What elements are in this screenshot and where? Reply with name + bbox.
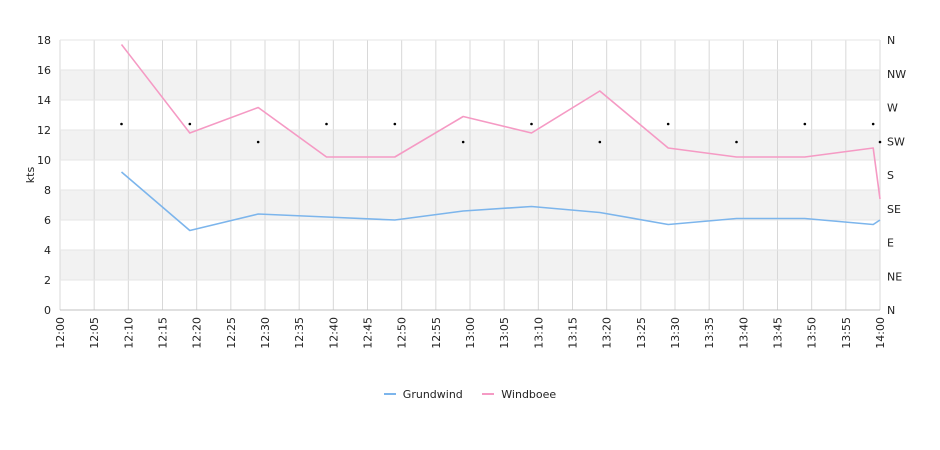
- vertical-gridlines: [59, 40, 881, 310]
- x-axis-ticks: 12:00 12:05 12:10 12:15 12:20 12:25 12:30 12:35…: [54, 317, 887, 349]
- x-tick-label: 12:55: [430, 317, 443, 349]
- legend-item-windboee[interactable]: Windboee: [482, 388, 556, 401]
- legend: Grundwind Windboee: [0, 385, 940, 401]
- y-tick-label: 0: [44, 304, 51, 317]
- y-axis-ticks: 0 2 4 6 8 10 12 14 16 18: [37, 34, 51, 317]
- x-tick-label: 13:55: [840, 317, 853, 349]
- y-tick-label: 4: [44, 244, 51, 257]
- y-tick-label: 10: [37, 154, 51, 167]
- direction-dot: [461, 140, 465, 144]
- x-tick-label: 13:35: [703, 317, 716, 349]
- x-tick-label: 13:25: [635, 317, 648, 349]
- x-tick-label: 12:40: [327, 317, 340, 349]
- x-tick-label: 13:00: [464, 317, 477, 349]
- x-tick-label: 13:45: [772, 317, 785, 349]
- y-tick-label: 2: [44, 274, 51, 287]
- x-tick-label: 13:40: [737, 317, 750, 349]
- direction-dot: [878, 140, 882, 144]
- x-tick-label: 13:15: [567, 317, 580, 349]
- direction-dot: [120, 122, 123, 126]
- x-tick-label: 14:00: [874, 317, 887, 349]
- series-lines: [120, 44, 881, 232]
- y2-tick-label: SW: [887, 135, 905, 148]
- y2-tick-label: NE: [887, 270, 902, 283]
- direction-dot: [598, 140, 602, 144]
- direction-dot: [188, 122, 192, 126]
- y-tick-label: 14: [37, 94, 51, 107]
- x-tick-label: 12:35: [293, 317, 306, 349]
- x-tick-label: 13:50: [806, 317, 819, 349]
- y2-tick-label: N: [887, 34, 895, 47]
- direction-dot: [735, 140, 738, 144]
- legend-label-windboee: Windboee: [501, 387, 557, 401]
- y2-tick-label: SE: [887, 203, 901, 216]
- y-tick-label: 8: [44, 184, 51, 197]
- legend-label-grundwind: Grundwind: [402, 387, 463, 401]
- y2-axis-ticks: N NE E SE S SW W NW N: [887, 34, 906, 317]
- legend-swatch-grundwind: [383, 393, 396, 395]
- x-tick-label: 12:20: [191, 317, 204, 349]
- x-tick-label: 13:20: [601, 317, 614, 349]
- y2-tick-label: NW: [887, 68, 906, 81]
- direction-dots: [120, 122, 882, 144]
- y2-tick-label: E: [887, 237, 894, 250]
- y2-tick-label: W: [887, 102, 898, 115]
- x-tick-label: 13:05: [498, 317, 511, 349]
- y2-tick-label: S: [887, 169, 894, 182]
- direction-dot: [393, 122, 397, 126]
- y-tick-label: 6: [44, 214, 51, 227]
- y-tick-label: 16: [37, 64, 51, 77]
- legend-swatch-windboee: [482, 393, 495, 395]
- direction-dot: [803, 122, 807, 126]
- direction-dot: [256, 140, 260, 144]
- direction-dot: [666, 122, 670, 126]
- y-tick-label: 18: [37, 34, 51, 47]
- x-tick-label: 12:50: [396, 317, 409, 349]
- direction-dot: [325, 122, 328, 126]
- x-tick-label: 12:15: [157, 317, 170, 349]
- direction-dot: [530, 122, 533, 126]
- y2-tick-label: N: [887, 304, 895, 317]
- x-tick-label: 13:10: [532, 317, 545, 349]
- legend-item-grundwind[interactable]: Grundwind: [383, 387, 463, 401]
- x-tick-label: 12:00: [54, 317, 67, 349]
- horizontal-gridlines: [60, 39, 880, 311]
- x-tick-label: 12:25: [225, 317, 238, 349]
- x-tick-label: 13:30: [669, 317, 682, 349]
- y-tick-label: 12: [37, 124, 51, 137]
- x-tick-label: 12:10: [122, 317, 135, 349]
- direction-dot: [871, 122, 875, 126]
- series-line-windboee: [120, 44, 881, 200]
- x-tick-label: 12:45: [362, 317, 375, 349]
- series-line-grundwind: [120, 171, 881, 232]
- x-tick-label: 12:05: [88, 317, 101, 349]
- y-axis-label: kts: [24, 167, 37, 184]
- x-tick-label: 12:30: [259, 317, 272, 349]
